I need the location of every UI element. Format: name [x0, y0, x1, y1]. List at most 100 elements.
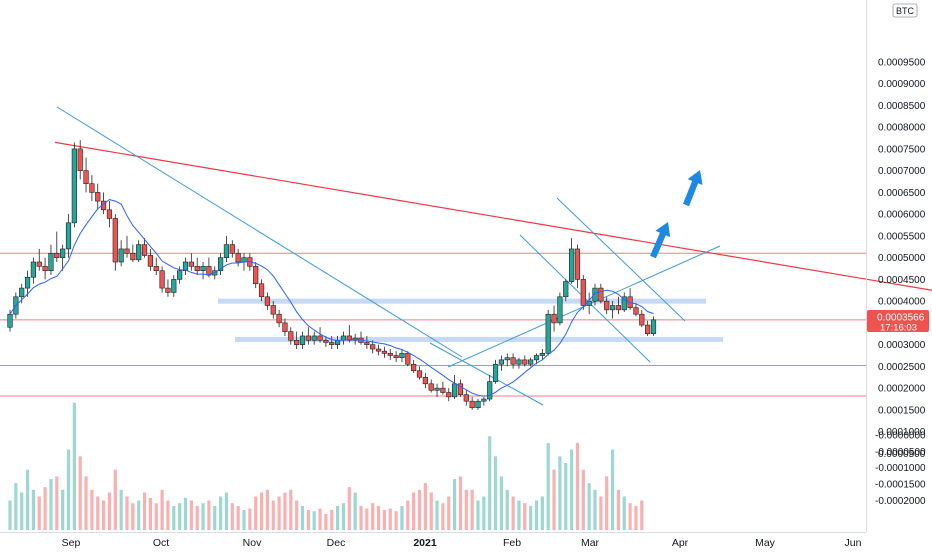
volume-bar: [628, 503, 632, 530]
candle-body: [124, 248, 130, 254]
candle-body: [294, 339, 300, 345]
volume-bar: [353, 492, 357, 530]
volume-bar: [482, 496, 486, 530]
volume-bar: [382, 509, 386, 530]
candle-body: [71, 148, 77, 224]
candle: [352, 333, 358, 345]
candle: [621, 292, 627, 313]
candle: [136, 240, 142, 262]
volume-bar: [242, 509, 246, 530]
candle: [323, 335, 329, 347]
volume-bar: [248, 508, 252, 530]
volume-bar: [20, 492, 24, 530]
candle-body: [528, 359, 534, 365]
candle-body: [481, 398, 487, 402]
candle: [264, 292, 271, 310]
volume-bar: [142, 492, 147, 530]
candle: [592, 283, 598, 306]
candle: [381, 346, 388, 358]
volume-bar: [312, 511, 316, 530]
price-tick-label: 0.0001000: [878, 427, 926, 438]
volume-bar: [25, 469, 30, 530]
candle-body: [19, 287, 25, 298]
candle-body: [609, 305, 616, 311]
volume-tick-label: -0.0000000: [875, 431, 926, 442]
volume-bar: [511, 496, 515, 530]
candle: [563, 279, 569, 302]
volume-bar: [61, 489, 65, 530]
candle: [580, 275, 586, 310]
price-tick-label: 0.0003000: [878, 340, 926, 351]
candle: [65, 214, 72, 258]
candle: [294, 331, 300, 349]
volume-bar: [295, 500, 299, 530]
volume-bar: [546, 442, 550, 530]
candle: [124, 235, 130, 258]
volume-bar: [154, 503, 158, 530]
last-price-value: 0.0003566: [877, 313, 925, 324]
candle-body: [83, 170, 89, 184]
volume-bar: [166, 500, 170, 530]
candle-body: [188, 261, 194, 267]
candle-body: [492, 363, 499, 382]
candle: [598, 283, 604, 304]
candle: [627, 288, 633, 310]
candle-body: [305, 335, 311, 341]
volume-bar: [429, 492, 433, 530]
candle-body: [639, 313, 645, 326]
volume-tick-label: -0.0002000: [875, 496, 926, 507]
candle: [83, 157, 89, 193]
volume-bar: [400, 505, 404, 530]
candle: [586, 292, 592, 315]
candle: [528, 357, 534, 367]
candle-body: [194, 266, 200, 272]
volume-tick-label: -0.0001500: [875, 480, 926, 491]
candle: [218, 253, 224, 276]
candle-body: [165, 287, 171, 293]
volume-bar: [610, 449, 615, 530]
candle-body: [598, 287, 604, 302]
candle-body: [557, 296, 563, 324]
candle: [487, 375, 493, 402]
volume-bar: [376, 505, 381, 530]
candle-body: [621, 296, 627, 311]
volume-bar: [517, 500, 521, 530]
candle: [557, 292, 563, 326]
candle-body: [487, 381, 493, 400]
volume-bar: [529, 505, 533, 530]
arrow-up-2: [683, 170, 703, 207]
candle-body: [364, 342, 370, 345]
volume-bar: [8, 500, 12, 530]
candle-body: [381, 350, 388, 354]
volume-bar: [37, 496, 41, 530]
volume-bar: [575, 442, 580, 530]
candle: [200, 262, 206, 280]
candle-body: [387, 353, 393, 356]
volume-bar: [470, 489, 474, 530]
price-tick-label: 0.0002500: [878, 362, 926, 373]
candle: [574, 244, 581, 289]
candle-body: [7, 313, 13, 328]
volume-bar: [31, 489, 35, 530]
candle-body: [258, 283, 265, 298]
price-tick-label: 0.0007500: [878, 144, 926, 155]
blue-trendline-4: [556, 197, 686, 322]
candle-body: [645, 324, 651, 335]
price-tick-label: 0.0007000: [878, 166, 926, 177]
volume-bar: [183, 497, 188, 530]
volume-bar: [259, 492, 264, 530]
candle: [305, 327, 311, 345]
candle: [428, 379, 434, 393]
candle: [405, 351, 411, 367]
volume-bar: [388, 508, 392, 530]
candle-body: [422, 376, 428, 385]
candle: [299, 331, 306, 349]
candle: [364, 335, 370, 349]
volume-bar: [634, 505, 638, 530]
candle: [182, 257, 189, 276]
price-tick-label: 0.0005500: [878, 231, 926, 242]
price-tick-label: 0.0008000: [878, 123, 926, 134]
price-tick-label: 0.0004500: [878, 275, 926, 286]
